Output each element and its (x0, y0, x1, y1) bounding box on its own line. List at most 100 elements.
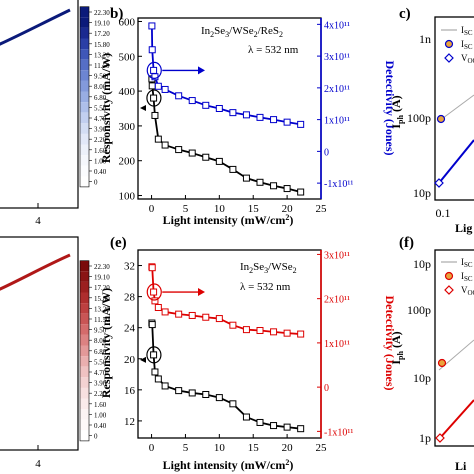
panel-b-series-right-point (202, 101, 210, 109)
panel-f-legend-exp: ISC Exp (461, 271, 474, 283)
panel-e-ytick-label: 16 (124, 385, 136, 397)
panel-b-y2tick-label: 0 (324, 147, 329, 158)
colorbar-d-swatch (80, 419, 89, 431)
panel-b-ytick-label: 400 (119, 86, 136, 98)
panel-a-partial: 4 22.30 19.10 17.20 15.80 13.20 11.50 9.50 8.00… (0, 0, 110, 227)
panel-e-left-axis-arrowhead (140, 356, 146, 363)
panel-b-series-left-point (161, 141, 169, 149)
panel-b-series-left-point (283, 185, 291, 193)
panel-e-y2tick-label: -1x10¹¹ (324, 427, 353, 438)
colorbar-d-tick-label: 11.50 (94, 316, 110, 324)
panel-b-series-left-point (150, 94, 158, 102)
panel-e-ytick-label: 32 (124, 261, 135, 273)
colorbar-a-tick-label: 17.20 (94, 30, 110, 38)
panel-c-exp-point (436, 114, 446, 124)
colorbar-d-swatch (80, 345, 89, 357)
colorbar-a-swatch (80, 133, 89, 145)
panel-f-legend-voc-marker (444, 285, 454, 295)
colorbar-a-tick-label: 19.10 (94, 20, 110, 28)
panel-b-series-right-point (154, 82, 162, 90)
panel-b-series-right-point (242, 111, 250, 119)
colorbar-d-tick-label: 6.80 (94, 348, 107, 356)
colorbar-d-tick-label: 5.50 (94, 358, 107, 366)
panel-e-xtick-label: 20 (282, 442, 294, 454)
panel-c-ytick-1n: 1n (419, 32, 431, 46)
panel-b-series-left-point (297, 188, 305, 196)
panel-b-series-left-point (154, 135, 162, 143)
panel-c-xtick: 0.1 (436, 206, 451, 220)
panel-e-left-series-ellipse (146, 346, 162, 364)
panel-e-series-right-point (202, 313, 210, 321)
panel-e-series-left-line (151, 322, 301, 430)
panel-e: (e) In2Se3/WSe2 λ = 532 nm 0 5 10 15 20 25 12 1… (99, 235, 397, 472)
panel-b-series-left-point (175, 146, 183, 154)
panel-a-frame (0, 0, 79, 209)
panel-b-series-left-line (150, 78, 301, 193)
panel-f-label: (f) (399, 235, 414, 251)
colorbar-d-tick-label: 0.40 (94, 422, 107, 430)
colorbar-d-swatch (80, 398, 89, 410)
colorbar-d-swatch (80, 292, 89, 304)
panel-e-series-right-point (270, 328, 278, 336)
panel-a-xtick-label: 4 (35, 215, 41, 227)
colorbar-a-swatch (80, 27, 89, 39)
colorbar-a-tick-label: 1.60 (94, 147, 107, 155)
panel-b-ytick-label: 500 (119, 51, 136, 63)
panel-b-ytick-label: 300 (119, 121, 136, 133)
panel-f-ytick-3: 1p (419, 431, 431, 445)
panel-b-series-right-point (148, 46, 156, 54)
panel-e-series-right-point (188, 311, 196, 319)
colorbar-d-tick-label: 13.20 (94, 305, 110, 313)
panel-f-partial: (f) 10p 100p 10p 1p Iph (A) Li ISC Fitt … (389, 235, 474, 473)
panel-e-xtick-label: 10 (214, 442, 226, 454)
colorbar-d-tick-label: 9.50 (94, 327, 107, 335)
panel-b-plot: 0 5 10 15 20 25 100 200 300 400 500 600 4x10¹¹ 3x10¹¹… (119, 16, 354, 215)
colorbar-a-tick-label: 11.50 (94, 62, 110, 70)
panel-b-series-left-point (151, 111, 159, 119)
panel-f-ytick-2: 10p (413, 371, 431, 385)
panel-b-xtick-label: 5 (183, 203, 189, 215)
panel-e-series-left-point (188, 389, 196, 397)
panel-b-series-right-point (270, 116, 278, 124)
colorbar-d-tick-label: 2.20 (94, 390, 107, 398)
panel-e-y2tick-label: 3x10¹¹ (324, 250, 350, 261)
colorbar-a-tick-label: 4.70 (94, 115, 107, 123)
panel-e-series-right-point (148, 264, 156, 272)
panel-c-legend-voc-marker (444, 53, 454, 63)
panel-c-label: c) (399, 6, 411, 22)
panel-e-series-left-point (297, 425, 305, 433)
panel-e-right-axis-arrowhead (198, 288, 205, 297)
colorbar-a-swatch (80, 91, 89, 103)
panel-e-right-series-ellipse (146, 283, 162, 301)
panel-e-series-left-point (215, 394, 223, 402)
colorbar-a-swatch (80, 123, 89, 134)
panel-b-left-series-ellipse (146, 89, 162, 107)
colorbar-d-swatch (80, 409, 89, 420)
panel-c-legend-exp: ISC Exp (461, 39, 474, 51)
panel-b-ylabel: Responsivity (mA/W) (99, 53, 113, 163)
colorbar-d-swatch (80, 324, 89, 335)
colorbar-d-tick-label: 4.70 (94, 369, 107, 377)
colorbar-a-swatch (80, 155, 89, 166)
colorbar-d-swatch (80, 271, 89, 282)
panel-f-exp-point (437, 358, 447, 368)
colorbar-d-tick-label: 0 (94, 433, 98, 441)
panel-e-xtick-label: 0 (149, 442, 155, 454)
panel-e-series-left-point (270, 422, 278, 430)
panel-e-xtick-label: 15 (248, 442, 260, 454)
colorbar-a: 22.30 19.10 17.20 15.80 13.20 11.50 9.50 8.00 6.… (79, 6, 110, 188)
panel-b-ytick-label: 100 (119, 191, 136, 203)
panel-b-series-left-point (270, 182, 278, 190)
panel-e-series-left-point (229, 400, 237, 408)
colorbar-a-swatch (80, 112, 89, 124)
panel-b-series-right-point (148, 22, 156, 30)
panel-e-xtick-label: 25 (316, 442, 328, 454)
panel-e-series-right-point (229, 321, 237, 329)
panel-c-voc-point (434, 178, 444, 188)
panel-b-label: b) (110, 6, 123, 22)
panel-f-legend-exp-marker (444, 271, 454, 281)
panel-b-legend-wavelength: λ = 532 nm (248, 44, 299, 56)
panel-e-series-left-point (148, 321, 156, 329)
panel-b-series-right-point (283, 118, 291, 126)
panel-b-series-left-point (148, 82, 156, 90)
